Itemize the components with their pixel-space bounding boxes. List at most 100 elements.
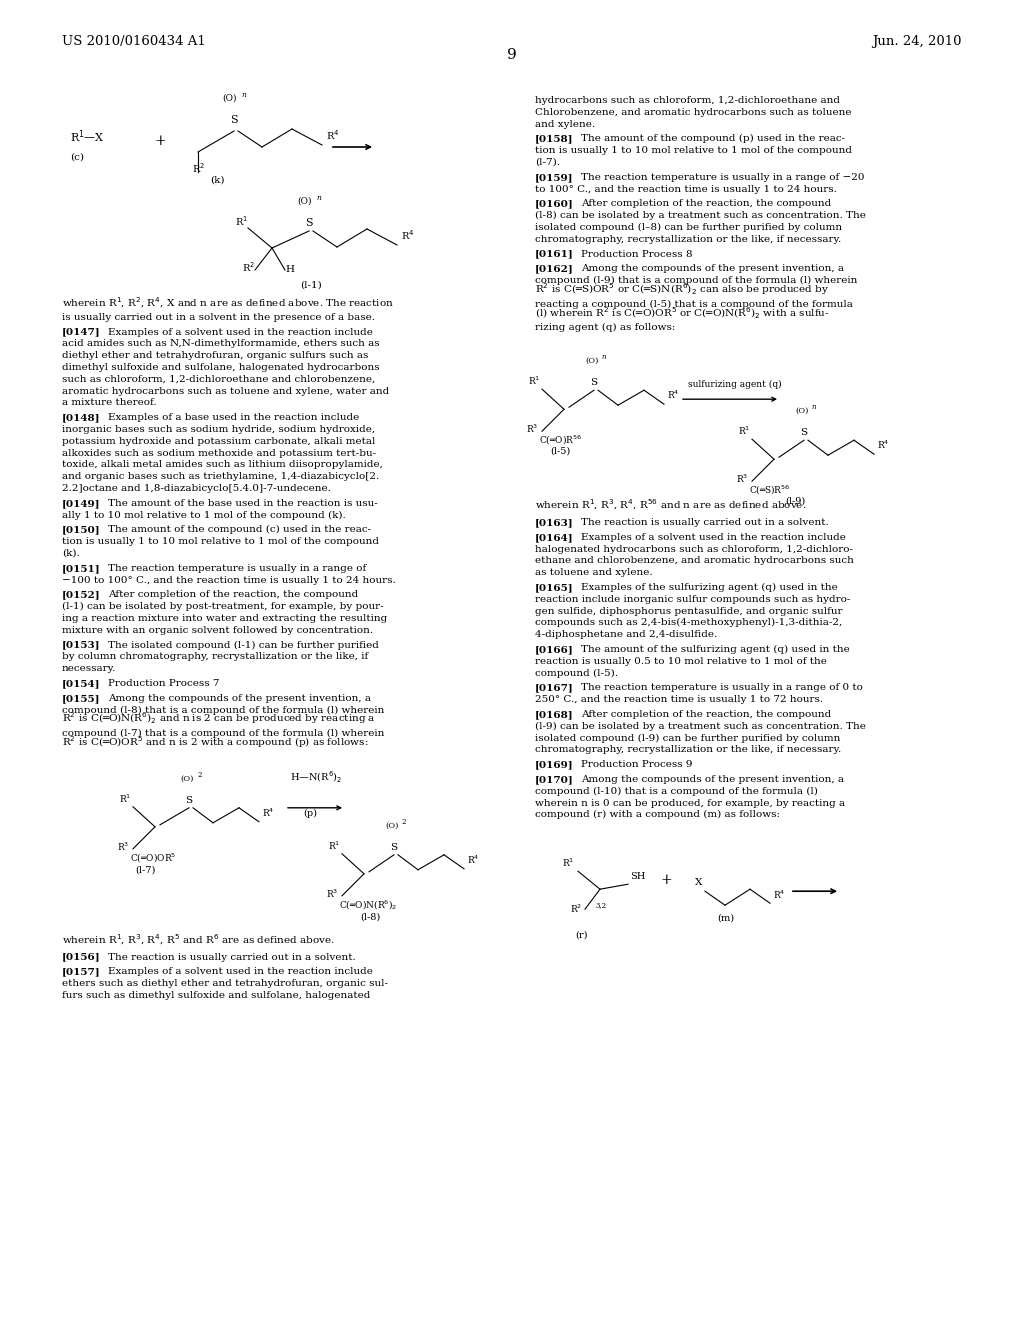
Text: 2: 2 [197,771,202,779]
Text: R$^4$: R$^4$ [667,389,680,401]
Text: H: H [285,265,294,275]
Text: [0163]: [0163] [535,517,573,527]
Text: (O): (O) [180,775,194,783]
Text: as toluene and xylene.: as toluene and xylene. [535,568,652,577]
Text: n: n [316,194,321,202]
Text: SH: SH [630,873,645,882]
Text: C(═O)N(R$^6$)$_2$: C(═O)N(R$^6$)$_2$ [339,899,397,912]
Text: [0167]: [0167] [535,684,573,693]
Text: by column chromatography, recrystallization or the like, if: by column chromatography, recrystallizat… [62,652,369,661]
Text: The amount of the compound (p) used in the reac-: The amount of the compound (p) used in t… [581,135,845,144]
Text: S: S [305,218,312,228]
Text: (l-1): (l-1) [300,281,322,290]
Text: 9: 9 [507,48,517,62]
Text: R$^3$: R$^3$ [117,841,129,853]
Text: H—N(R$^6$)$_2$: H—N(R$^6$)$_2$ [290,770,342,785]
Text: R$^2$: R$^2$ [570,903,583,915]
Text: [0151]: [0151] [62,564,100,573]
Text: Among the compounds of the present invention, a: Among the compounds of the present inven… [108,694,371,702]
Text: The amount of the base used in the reaction is usu-: The amount of the base used in the react… [108,499,378,508]
Text: The reaction is usually carried out in a solvent.: The reaction is usually carried out in a… [581,517,828,527]
Text: After completion of the reaction, the compound: After completion of the reaction, the co… [581,199,831,209]
Text: n: n [602,354,606,362]
Text: Examples of the sulfurizing agent (q) used in the: Examples of the sulfurizing agent (q) us… [581,583,838,591]
Text: R$^2$ is C(═S)OR$^5$ or C(═S)N(R$^6$)$_2$ can also be produced by: R$^2$ is C(═S)OR$^5$ or C(═S)N(R$^6$)$_2… [535,281,829,297]
Text: [0156]: [0156] [62,953,100,961]
Text: Production Process 8: Production Process 8 [581,249,692,259]
Text: The reaction temperature is usually in a range of: The reaction temperature is usually in a… [108,564,367,573]
Text: n: n [241,91,246,99]
Text: 3,2: 3,2 [595,902,606,909]
Text: [0158]: [0158] [535,135,573,144]
Text: R$^4$: R$^4$ [877,438,890,451]
Text: R$^1$: R$^1$ [562,857,574,869]
Text: (O): (O) [795,407,808,416]
Text: R$^4$: R$^4$ [262,807,274,818]
Text: +: + [155,135,167,148]
Text: (r): (r) [575,931,588,940]
Text: C(═S)R$^{56}$: C(═S)R$^{56}$ [749,484,791,498]
Text: to 100° C., and the reaction time is usually 1 to 24 hours.: to 100° C., and the reaction time is usu… [535,185,837,194]
Text: Among the compounds of the present invention, a: Among the compounds of the present inven… [581,264,844,273]
Text: [0161]: [0161] [535,249,573,259]
Text: R$^1$: R$^1$ [528,375,541,387]
Text: and xylene.: and xylene. [535,120,595,128]
Text: R$^2$ is C(═O)OR$^5$ and n is 2 with a compound (p) as follows:: R$^2$ is C(═O)OR$^5$ and n is 2 with a c… [62,734,369,750]
Text: mixture with an organic solvent followed by concentration.: mixture with an organic solvent followed… [62,626,373,635]
Text: S: S [590,379,597,387]
Text: (l-7).: (l-7). [535,158,560,168]
Text: toxide, alkali metal amides such as lithium diisopropylamide,: toxide, alkali metal amides such as lith… [62,461,383,470]
Text: (k).: (k). [62,549,80,558]
Text: is usually carried out in a solvent in the presence of a base.: is usually carried out in a solvent in t… [62,313,375,322]
Text: (l-8): (l-8) [360,913,380,921]
Text: sulfurizing agent (q): sulfurizing agent (q) [688,380,781,389]
Text: rizing agent (q) as follows:: rizing agent (q) as follows: [535,323,676,333]
Text: [0165]: [0165] [535,583,573,591]
Text: 2.2]octane and 1,8-diazabicyclo[5.4.0]-7-undecene.: 2.2]octane and 1,8-diazabicyclo[5.4.0]-7… [62,484,331,492]
Text: (l-5): (l-5) [550,446,570,455]
Text: compound (l-7) that is a compound of the formula (l) wherein: compound (l-7) that is a compound of the… [62,729,384,738]
Text: Examples of a base used in the reaction include: Examples of a base used in the reaction … [108,413,359,422]
Text: The reaction temperature is usually in a range of 0 to: The reaction temperature is usually in a… [581,684,863,693]
Text: compound (l-8) that is a compound of the formula (l) wherein: compound (l-8) that is a compound of the… [62,705,384,714]
Text: R$^4$: R$^4$ [326,128,339,143]
Text: tion is usually 1 to 10 mol relative to 1 mol of the compound: tion is usually 1 to 10 mol relative to … [62,537,379,546]
Text: [0160]: [0160] [535,199,573,209]
Text: gen sulfide, diphosphorus pentasulfide, and organic sulfur: gen sulfide, diphosphorus pentasulfide, … [535,607,843,615]
Text: R$^4$: R$^4$ [773,888,785,902]
Text: wherein R$^1$, R$^2$, R$^4$, X and n are as defined above. The reaction: wherein R$^1$, R$^2$, R$^4$, X and n are… [62,296,394,310]
Text: (c): (c) [70,153,84,162]
Text: such as chloroform, 1,2-dichloroethane and chlorobenzene,: such as chloroform, 1,2-dichloroethane a… [62,375,375,384]
Text: (k): (k) [210,176,224,185]
Text: ally 1 to 10 mol relative to 1 mol of the compound (k).: ally 1 to 10 mol relative to 1 mol of th… [62,511,346,520]
Text: R$^1$: R$^1$ [119,792,131,805]
Text: The amount of the compound (c) used in the reac-: The amount of the compound (c) used in t… [108,525,371,535]
Text: R$^2$: R$^2$ [242,260,255,275]
Text: [0150]: [0150] [62,525,100,535]
Text: tion is usually 1 to 10 mol relative to 1 mol of the compound: tion is usually 1 to 10 mol relative to … [535,147,852,156]
Text: R$^1$—X: R$^1$—X [70,128,104,145]
Text: The reaction temperature is usually in a range of −20: The reaction temperature is usually in a… [581,173,864,182]
Text: wherein R$^1$, R$^3$, R$^4$, R$^5$ and R$^6$ are as defined above.: wherein R$^1$, R$^3$, R$^4$, R$^5$ and R… [62,932,335,946]
Text: Production Process 7: Production Process 7 [108,678,219,688]
Text: (p): (p) [303,809,317,818]
Text: S: S [230,115,238,125]
Text: R$^4$: R$^4$ [401,228,415,242]
Text: R$^3$: R$^3$ [326,887,338,900]
Text: (l-9): (l-9) [785,496,805,506]
Text: isolated compound (l–8) can be further purified by column: isolated compound (l–8) can be further p… [535,223,842,232]
Text: R$^4$: R$^4$ [467,854,479,866]
Text: (l) wherein R$^2$ is C(═O)OR$^5$ or C(═O)N(R$^6$)$_2$ with a sulfu-: (l) wherein R$^2$ is C(═O)OR$^5$ or C(═O… [535,305,829,321]
Text: compound (r) with a compound (m) as follows:: compound (r) with a compound (m) as foll… [535,810,780,820]
Text: alkoxides such as sodium methoxide and potassium tert-bu-: alkoxides such as sodium methoxide and p… [62,449,376,458]
Text: R$^3$: R$^3$ [736,473,749,486]
Text: S: S [800,428,807,437]
Text: [0157]: [0157] [62,968,100,977]
Text: C(═O)OR$^5$: C(═O)OR$^5$ [130,851,176,865]
Text: S: S [185,796,193,805]
Text: dimethyl sulfoxide and sulfolane, halogenated hydrocarbons: dimethyl sulfoxide and sulfolane, haloge… [62,363,380,372]
Text: R$^2$ is C(═O)N(R$^6$)$_2$ and n is 2 can be produced by reacting a: R$^2$ is C(═O)N(R$^6$)$_2$ and n is 2 ca… [62,710,376,726]
Text: Examples of a solvent used in the reaction include: Examples of a solvent used in the reacti… [108,968,373,977]
Text: [0168]: [0168] [535,710,573,719]
Text: [0159]: [0159] [535,173,573,182]
